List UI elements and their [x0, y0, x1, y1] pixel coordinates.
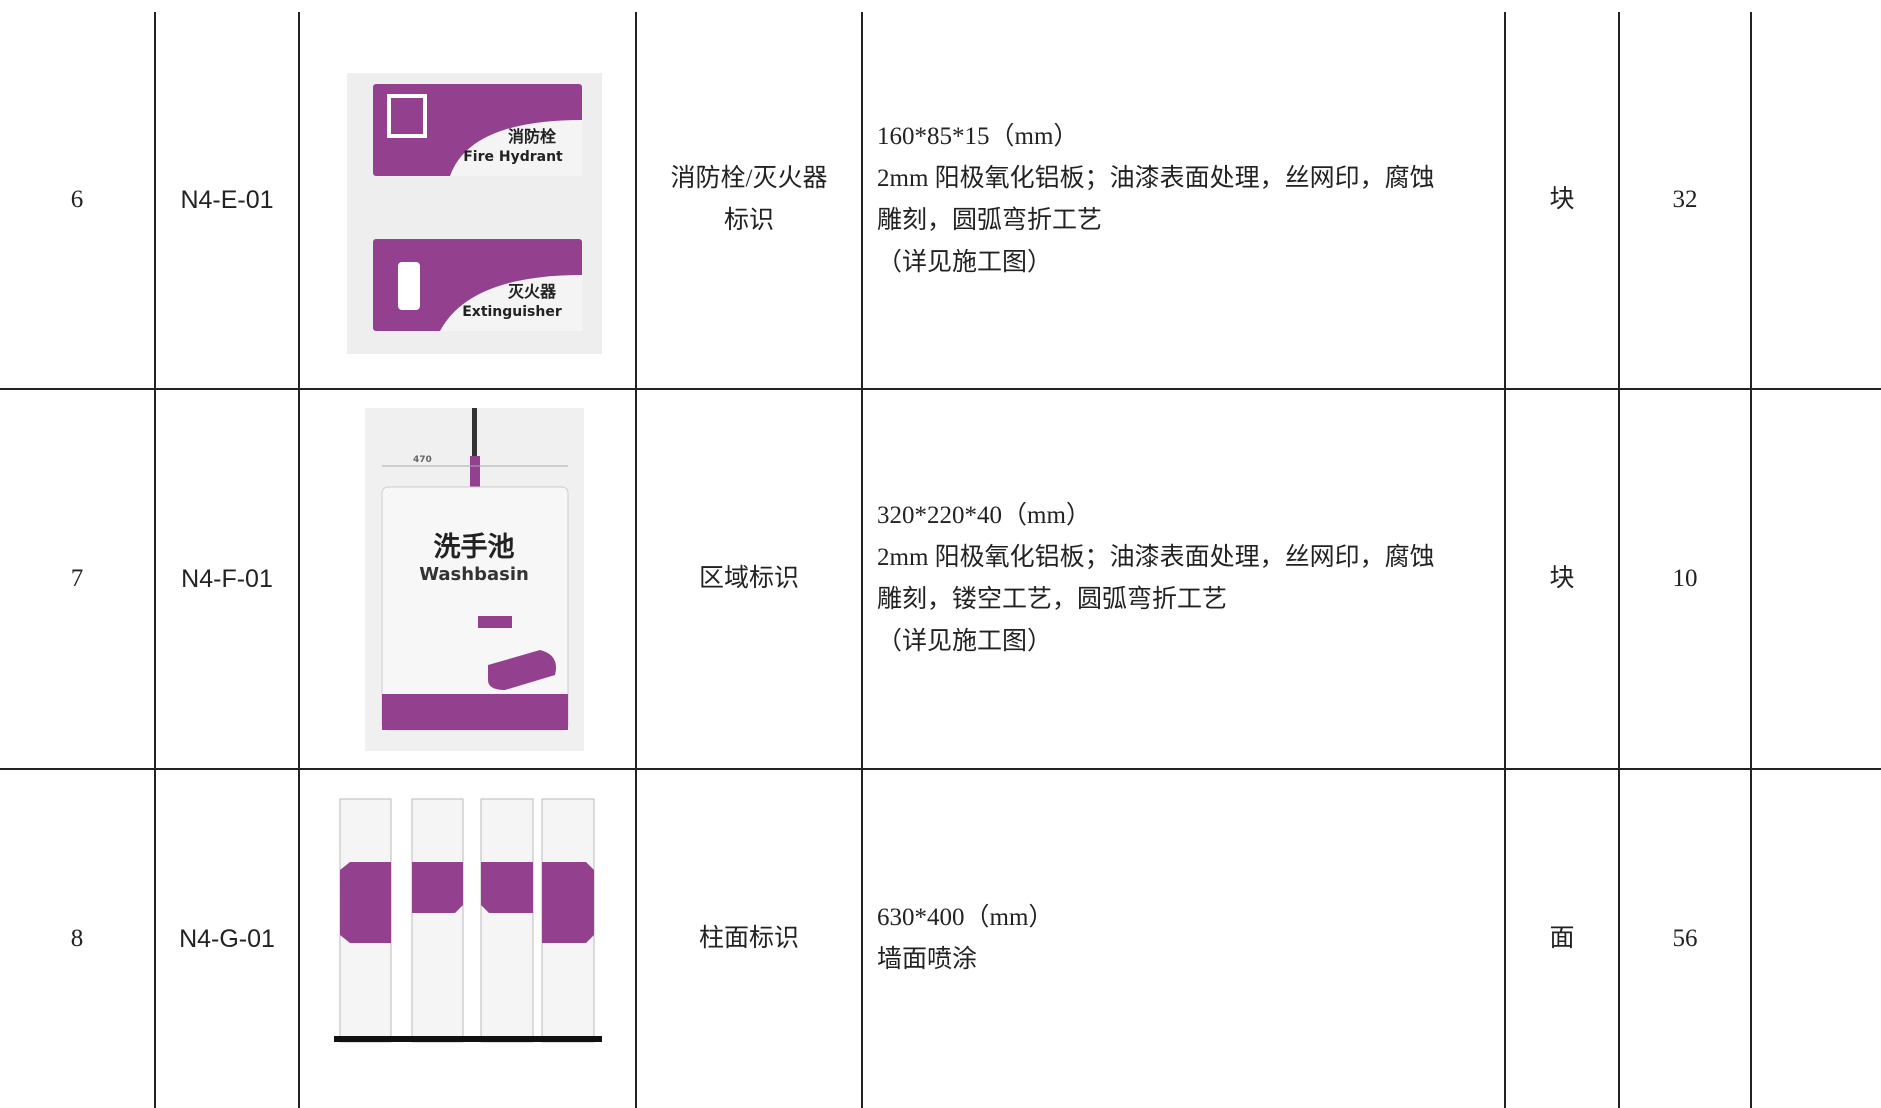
code-cell: N4-E-01: [180, 186, 274, 214]
text-line: 630*400（mm）: [877, 904, 1054, 931]
sign-text: Fire Hydrant: [463, 149, 563, 165]
sign-text: Extinguisher: [462, 304, 562, 320]
text-line: 区域标识: [698, 565, 799, 592]
column-sign-image: [334, 798, 602, 1043]
col-line: [154, 12, 156, 1108]
text-line: 消防栓/灭火器: [670, 165, 828, 192]
sign-text: 灭火器: [507, 282, 557, 301]
text-line: 墙面喷涂: [877, 946, 978, 973]
washbasin-image: 470 洗手池 Washbasin: [365, 408, 584, 751]
name-cell: 柱面标识: [637, 770, 861, 1108]
row-line: [0, 768, 1881, 770]
fire-sign-image: 消防栓 Fire Hydrant 灭火器 Extinguisher: [347, 73, 602, 354]
sign-text: 消防栓: [508, 127, 557, 146]
unit-cell: 块: [1549, 565, 1575, 592]
text-line: 雕刻，镂空工艺，圆弧弯折工艺: [877, 586, 1228, 613]
text-line: （详见施工图）: [877, 628, 1053, 655]
col-line: [861, 12, 863, 1108]
text-line: （详见施工图）: [877, 249, 1053, 276]
text-line: 160*85*15（mm）: [877, 123, 1079, 150]
no-cell: 6: [70, 186, 84, 213]
col-line: [1618, 12, 1620, 1108]
text-line: 320*220*40（mm）: [877, 502, 1091, 529]
no-cell: 8: [70, 925, 84, 952]
row-line: [0, 388, 1881, 390]
unit-cell: 面: [1549, 925, 1575, 952]
description-cell: 320*220*40（mm） 2mm 阳极氧化铝板；油漆表面处理，丝网印，腐蚀 雕刻…: [863, 390, 1504, 768]
text-line: 2mm 阳极氧化铝板；油漆表面处理，丝网印，腐蚀: [877, 165, 1435, 192]
quantity-cell: 10: [1672, 565, 1698, 592]
quantity-cell: 56: [1672, 925, 1698, 952]
text-line: 标识: [723, 207, 774, 234]
unit-cell: 块: [1549, 186, 1575, 213]
quantity-cell: 32: [1672, 186, 1698, 213]
name-cell: 消防栓/灭火器 标识: [637, 12, 861, 388]
dimension-text: 470: [413, 455, 432, 465]
col-line: [635, 12, 637, 1108]
name-cell: 区域标识: [637, 390, 861, 768]
col-line: [1750, 12, 1752, 1108]
col-line: [1504, 12, 1506, 1108]
description-cell: 160*85*15（mm） 2mm 阳极氧化铝板；油漆表面处理，丝网印，腐蚀 雕刻，…: [863, 12, 1504, 388]
text-line: 2mm 阳极氧化铝板；油漆表面处理，丝网印，腐蚀: [877, 544, 1435, 571]
no-cell: 7: [70, 565, 84, 592]
description-cell: 630*400（mm） 墙面喷涂: [863, 770, 1504, 1108]
sign-text: 洗手池: [434, 532, 515, 563]
sign-text: Washbasin: [419, 564, 529, 585]
code-cell: N4-F-01: [181, 565, 273, 593]
col-line: [298, 12, 300, 1108]
text-line: 柱面标识: [698, 925, 799, 952]
code-cell: N4-G-01: [179, 925, 275, 953]
text-line: 雕刻，圆弧弯折工艺: [877, 207, 1103, 234]
